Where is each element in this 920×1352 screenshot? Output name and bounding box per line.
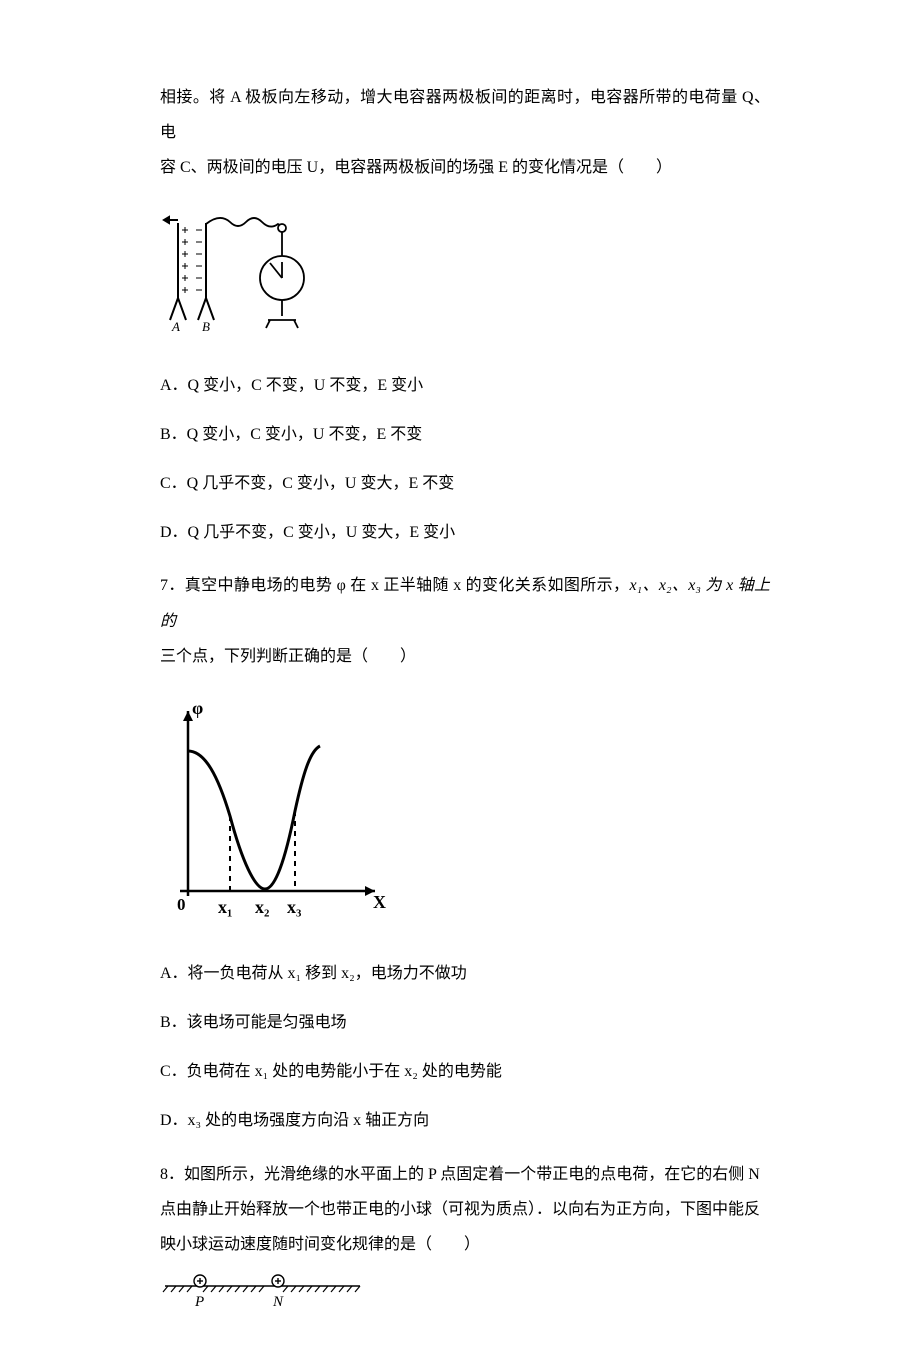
q8-stem-line3: 映小球运动速度随时间变化规律的是（ ） bbox=[160, 1227, 770, 1262]
q7-origin: 0 bbox=[177, 895, 186, 914]
q7-option-a: A．将一负电荷从 x₁ 移到 x₂，电场力不做功 bbox=[160, 956, 770, 991]
q8-figure: P N bbox=[160, 1272, 770, 1312]
q7-x-label: X bbox=[373, 892, 386, 912]
q7-option-d: D．x₃ 处的电场强度方向沿 x 轴正方向 bbox=[160, 1103, 770, 1138]
q7-option-b: B．该电场可能是匀强电场 bbox=[160, 1005, 770, 1040]
q7-option-c: C．负电荷在 x₁ 处的电势能小于在 x₂ 处的电势能 bbox=[160, 1054, 770, 1089]
q7-stem-line2: 三个点，下列判断正确的是（ ） bbox=[160, 639, 770, 674]
q6-stem-line2: 容 C、两极间的电压 U，电容器两极板间的场强 E 的变化情况是（ ） bbox=[160, 150, 770, 185]
q6-stem-line1: 相接。将 A 极板向左移动，增大电容器两极板间的距离时，电容器所带的电荷量 Q、… bbox=[160, 80, 770, 150]
q7-x2: x₂ bbox=[255, 897, 269, 917]
q7-stem-prefix: 7．真空中静电场的电势 φ 在 x 正半轴随 x 的变化关系如图所示， bbox=[160, 577, 629, 594]
q8-label-p: P bbox=[194, 1294, 204, 1310]
q7-stem-line1: 7．真空中静电场的电势 φ 在 x 正半轴随 x 的变化关系如图所示，x₁、x₂… bbox=[160, 568, 770, 638]
q8-label-n: N bbox=[272, 1294, 284, 1310]
q7-x1: x₁ bbox=[218, 897, 232, 917]
q6-figure: A B bbox=[160, 208, 770, 338]
q6-option-b: B．Q 变小，C 变小，U 不变，E 不变 bbox=[160, 417, 770, 452]
q7-x3: x₃ bbox=[287, 897, 302, 917]
q6-option-c: C．Q 几乎不变，C 变小，U 变大，E 不变 bbox=[160, 466, 770, 501]
q8-stem-line1: 8．如图所示，光滑绝缘的水平面上的 P 点固定着一个带正电的点电荷，在它的右侧 … bbox=[160, 1157, 770, 1192]
q6-label-b: B bbox=[202, 319, 210, 334]
q8-stem-line2: 点由静止开始释放一个也带正电的小球（可视为质点）．以向右为正方向，下图中能反 bbox=[160, 1192, 770, 1227]
q7-y-label: φ bbox=[192, 698, 203, 718]
q6-label-a: A bbox=[171, 319, 180, 334]
q6-option-a: A．Q 变小，C 不变，U 不变，E 变小 bbox=[160, 368, 770, 403]
q6-option-d: D．Q 几乎不变，C 变小，U 变大，E 变小 bbox=[160, 515, 770, 550]
q7-figure: φ X 0 x₁ x₂ x₃ bbox=[160, 696, 770, 926]
page: 相接。将 A 极板向左移动，增大电容器两极板间的距离时，电容器所带的电荷量 Q、… bbox=[0, 0, 920, 1352]
